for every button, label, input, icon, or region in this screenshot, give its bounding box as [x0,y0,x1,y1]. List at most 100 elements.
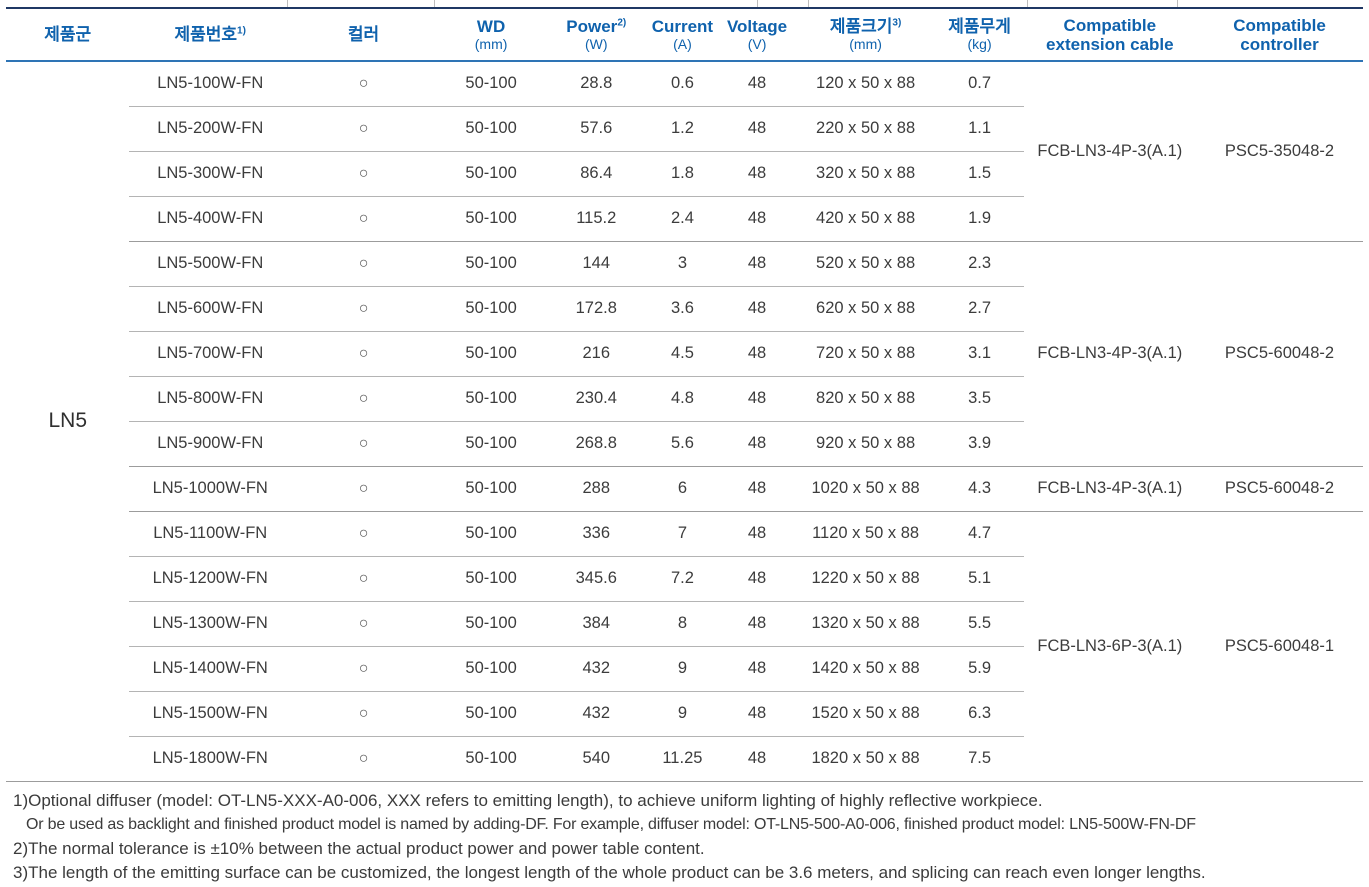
voltage-cell: 48 [718,466,796,512]
footnote-ref: 1) [237,25,246,37]
size-cell: 1820 x 50 x 88 [795,736,936,782]
weight-cell: 4.7 [935,511,1024,557]
size-cell: 620 x 50 x 88 [795,286,936,332]
size-cell: 520 x 50 x 88 [795,241,936,287]
wd-cell: 50-100 [436,331,547,377]
header-label: Power [566,17,618,36]
column-tick [433,0,435,7]
model-cell: LN5-200W-FN [129,106,291,152]
cable-cell: FCB-LN3-4P-3(A.1) [1023,241,1196,467]
header-label: Current [651,17,714,36]
current-cell: 1.2 [646,106,719,152]
power-cell: 115.2 [546,196,647,242]
size-cell: 1220 x 50 x 88 [795,556,936,602]
weight-cell: 3.5 [935,376,1024,422]
header-label: controller [1240,34,1319,54]
voltage-cell: 48 [718,691,796,737]
current-cell: 6 [646,466,719,512]
table-row: LN5-1100W-FN ○ 50-100 336 7 48 1120 x 50 x 88 4… [6,511,1363,782]
wd-cell: 50-100 [436,151,547,197]
controller-cell: PSC5-60048-1 [1196,511,1363,782]
model-cell: LN5-900W-FN [129,421,291,467]
wd-cell: 50-100 [436,421,547,467]
model-cell: LN5-500W-FN [129,241,291,287]
wd-cell: 50-100 [436,286,547,332]
size-cell: 1320 x 50 x 88 [795,601,936,647]
header-label: extension cable [1046,34,1174,54]
wd-cell: 50-100 [436,511,547,557]
color-circle-icon: ○ [290,196,437,242]
wd-cell: 50-100 [436,601,547,647]
model-cell: LN5-1100W-FN [129,511,291,557]
current-cell: 11.25 [646,736,719,782]
table-row: LN5-700W-FN ○ 50-100 216 4.5 48 720 x 50 x 88 3… [6,331,1363,377]
table-row: LN5-1400W-FN ○ 50-100 432 9 48 1420 x 50 x 88 5… [6,646,1363,692]
table-row: LN5-800W-FN ○ 50-100 230.4 4.8 48 820 x 50 x 8… [6,376,1363,422]
power-cell: 172.8 [546,286,647,332]
weight-cell: 4.3 [935,466,1024,512]
column-header-wd: WD (mm) [436,7,547,62]
color-circle-icon: ○ [290,376,437,422]
model-cell: LN5-600W-FN [129,286,291,332]
weight-cell: 7.5 [935,736,1024,782]
power-cell: 345.6 [546,556,647,602]
size-cell: 420 x 50 x 88 [795,196,936,242]
column-tick [807,0,809,7]
model-cell: LN5-1300W-FN [129,601,291,647]
color-circle-icon: ○ [290,151,437,197]
model-cell: LN5-400W-FN [129,196,291,242]
footnote-1-continued: Or be used as backlight and finished pro… [26,815,1196,833]
weight-cell: 2.3 [935,241,1024,287]
header-unit: (V) [747,36,767,52]
model-cell: LN5-1800W-FN [129,736,291,782]
header-unit: (mm) [474,36,508,52]
header-unit: (mm) [849,36,882,52]
voltage-cell: 48 [718,241,796,287]
weight-cell: 3.1 [935,331,1024,377]
weight-cell: 6.3 [935,691,1024,737]
size-cell: 1520 x 50 x 88 [795,691,936,737]
weight-cell: 1.9 [935,196,1024,242]
model-cell: LN5-1000W-FN [129,466,291,512]
power-cell: 432 [546,646,647,692]
header-label: Compatible [1233,15,1326,35]
weight-cell: 1.1 [935,106,1024,152]
model-cell: LN5-1200W-FN [129,556,291,602]
current-cell: 5.6 [646,421,719,467]
weight-cell: 5.9 [935,646,1024,692]
table-row: LN5-200W-FN ○ 50-100 57.6 1.2 48 220 x 50 x 88… [6,106,1363,152]
footnote-3: 3)The length of the emitting surface can… [13,862,1206,882]
wd-cell: 50-100 [436,241,547,287]
product-spec-table: 제품군 제품번호1) 컬러 WD (mm) Power2) (W) Curren [6,7,1363,782]
power-cell: 268.8 [546,421,647,467]
column-header-product-number: 제품번호1) [129,7,291,62]
power-cell: 288 [546,466,647,512]
color-circle-icon: ○ [290,736,437,782]
table-row: LN5-600W-FN ○ 50-100 172.8 3.6 48 620 x 50 x 8… [6,286,1363,332]
header-unit: (A) [673,36,692,52]
current-cell: 9 [646,646,719,692]
voltage-cell: 48 [718,61,796,107]
wd-cell: 50-100 [436,61,547,107]
color-circle-icon: ○ [290,286,437,332]
color-circle-icon: ○ [290,511,437,557]
color-circle-icon: ○ [290,421,437,467]
column-header-product-weight: 제품무게 (kg) [935,7,1024,62]
size-cell: 720 x 50 x 88 [795,331,936,377]
column-header-controller: Compatible controller [1196,7,1363,62]
footnote-1: 1)Optional diffuser (model: OT-LN5-XXX-A… [13,790,1043,810]
size-cell: 1420 x 50 x 88 [795,646,936,692]
wd-cell: 50-100 [436,736,547,782]
cable-cell: FCB-LN3-6P-3(A.1) [1023,511,1196,782]
current-cell: 1.8 [646,151,719,197]
wd-cell: 50-100 [436,691,547,737]
header-label: 제품무게 [948,17,1011,36]
wd-cell: 50-100 [436,196,547,242]
power-cell: 144 [546,241,647,287]
column-tick [287,0,289,7]
header-label: 제품번호 [174,25,238,44]
color-circle-icon: ○ [290,331,437,377]
header-unit: (W) [584,36,608,52]
column-header-product-size: 제품크기3) (mm) [795,7,936,62]
power-cell: 86.4 [546,151,647,197]
